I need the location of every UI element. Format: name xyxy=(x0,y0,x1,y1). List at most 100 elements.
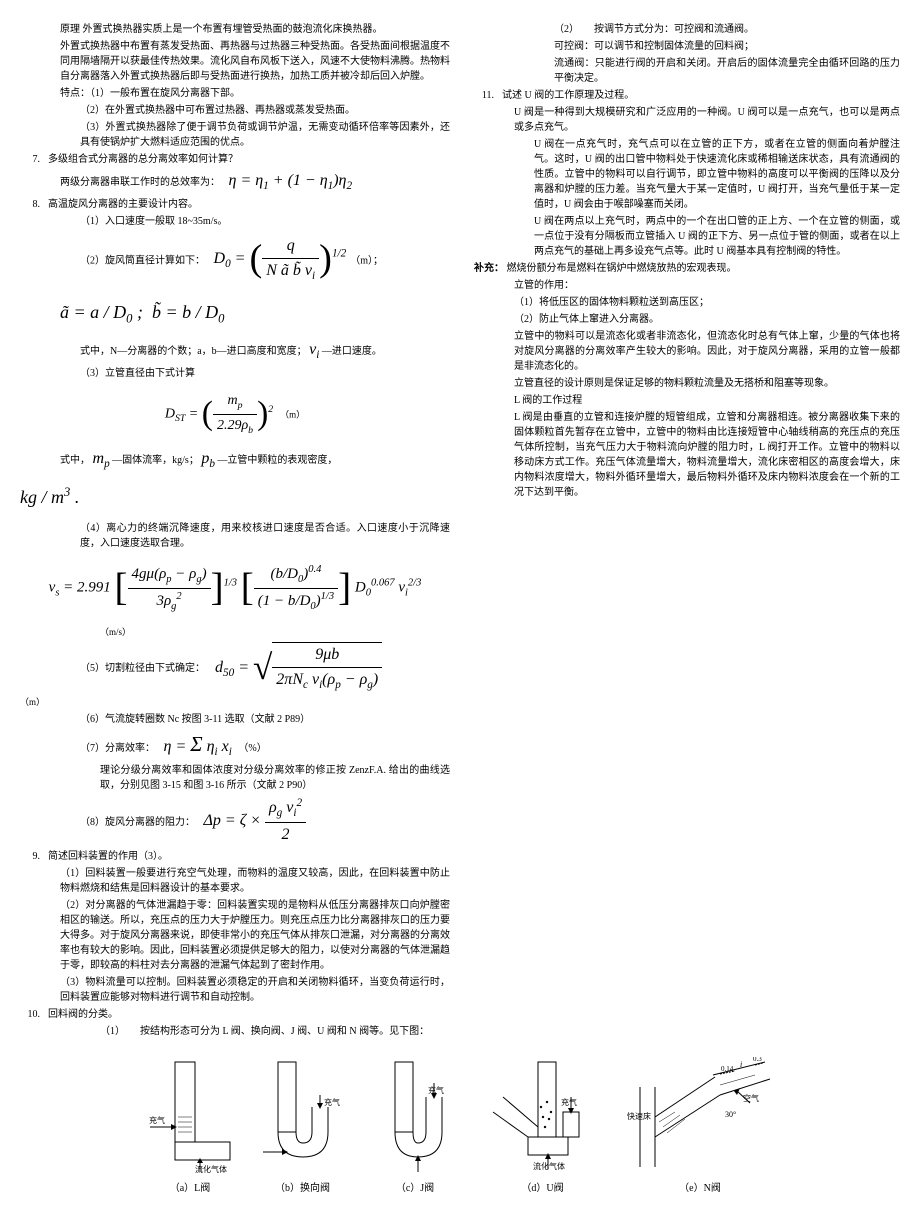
item-11: 11. 试述 U 阀的工作原理及过程。 xyxy=(474,88,900,103)
svg-text:充气: 充气 xyxy=(561,1097,577,1107)
label: 补充： xyxy=(474,263,504,274)
paragraph: U 阀在两点以上充气时，两点中的一个在出口管的正上方、一个在立管的侧面，或一点位… xyxy=(474,214,900,259)
paragraph: 原理 外置式换热器实质上是一个布置有埋管受热面的鼓泡流化床换热器。 xyxy=(20,22,450,37)
text: —进口速度。 xyxy=(322,346,382,357)
supplement: 补充： 燃烧份额分布是燃料在锅炉中燃烧放热的宏观表现。 xyxy=(474,261,900,276)
item-number: 11. xyxy=(474,88,494,103)
paragraph: （1） 按结构形态可分为 L 阀、换向阀、J 阀、U 阀和 N 阀等。见下图： xyxy=(20,1024,450,1039)
fig-c: 充气 （c）J阀 xyxy=(370,1057,460,1196)
paragraph: 流通阀：只能进行阀的开启和关闭。开启后的固体流量完全由循环回路的压力平衡决定。 xyxy=(474,56,900,86)
formula-vs: vs = 2.991 [ 4gμ(ρp − ρg) 3ρg2 ]1/3 [ (b… xyxy=(20,559,450,618)
valve-figures: 充气 流化气体 （a）L阀 充气 （b）换向阀 xyxy=(20,1057,900,1196)
paragraph: （4）离心力的终端沉降速度，用来校核进口速度是否合适。入口速度小于沉降速度，入口… xyxy=(20,521,450,551)
item-number: 7. xyxy=(20,152,40,167)
text: 两级分离器串联工作时的总效率为： xyxy=(60,177,220,188)
unit-text: （m） xyxy=(280,409,305,419)
text: 按结构形态可分为 L 阀、换向阀、J 阀、U 阀和 N 阀等。见下图： xyxy=(140,1026,429,1037)
formula-d50: d50 = √ 9μb 2πNc vi(ρp − ρg) xyxy=(215,659,382,676)
item-number: 10. xyxy=(20,1007,40,1022)
unit-text: （m）； xyxy=(350,255,383,266)
fig-b: 充气 （b）换向阀 xyxy=(258,1057,348,1196)
paragraph: 立管中的物料可以是流态化或者非流态化，但流态化时总有气体上窜，少量的气体也将对旋… xyxy=(474,329,900,374)
svg-text:0.14: 0.14 xyxy=(721,1065,734,1073)
text: 按调节方式分为：可控阀和流通阀。 xyxy=(594,24,754,35)
paragraph: （3）立管直径由下式计算 xyxy=(20,366,450,381)
formula-eta: η = η1 + (1 − η1)η2 xyxy=(223,172,353,189)
fig-caption: （d）U阀 xyxy=(483,1181,603,1196)
fig-e: 快速床 i 30° 空气 0.14 0.3 （e）N阀 xyxy=(625,1057,775,1196)
svg-text:0.3: 0.3 xyxy=(753,1057,762,1063)
paragraph: 立管直径的设计原则是保证足够的物料颗粒流量及无搭桥和阻塞等现象。 xyxy=(474,376,900,391)
symbol: mp xyxy=(93,450,110,467)
paragraph: 立管的作用： xyxy=(474,278,900,293)
fig-caption: （e）N阀 xyxy=(625,1181,775,1196)
reverse-valve-icon: 充气 xyxy=(258,1057,348,1177)
paragraph: 外置式换热器中布置有蒸发受热面、再热器与过热器三种受热面。各受热面间根据温度不同… xyxy=(20,39,450,84)
unit-text: （%） xyxy=(238,743,266,754)
text: 燃烧份额分布是燃料在锅炉中燃烧放热的宏观表现。 xyxy=(507,263,737,274)
paragraph: （1）入口速度一般取 18~35m/s。 xyxy=(20,214,450,229)
paragraph: 式中， mp —固体流率，kg/s； pb —立管中颗粒的表观密度， xyxy=(20,447,450,473)
paragraph: （2） 按调节方式分为：可控阀和流通阀。 xyxy=(474,22,900,37)
symbol: pb xyxy=(201,450,215,467)
paragraph: U 阀是一种得到大规模研究和广泛应用的一种阀。U 阀可以是一点充气，也可以是两点… xyxy=(474,105,900,135)
item-9: 9. 简述回料装置的作用（3）。 xyxy=(20,849,450,864)
formula-tilde: ã = a / D0 ; b̃ = b / D0 xyxy=(20,299,450,328)
text: —固体流率，kg/s； xyxy=(112,455,199,466)
svg-text:30°: 30° xyxy=(725,1110,736,1119)
paragraph: （2）防止气体上窜进入分离器。 xyxy=(474,312,900,327)
formula-dp: Δp = ζ × ρg vi2 2 xyxy=(198,812,307,829)
fig-a: 充气 流化气体 （a）L阀 xyxy=(145,1057,235,1196)
formula-eta-sum: η = Σ ηi xi xyxy=(158,738,236,755)
svg-text:充气: 充气 xyxy=(324,1097,340,1107)
fig-caption: （b）换向阀 xyxy=(258,1181,348,1196)
paragraph: 理论分级分离效率和固体浓度对分级分离效率的修正按 ZenzF.A. 给出的曲线选… xyxy=(20,763,450,793)
text: 式中，N—分离器的个数；a，b—进口高度和宽度； xyxy=(80,346,307,357)
n-valve-icon: 快速床 i 30° 空气 0.14 0.3 xyxy=(625,1057,775,1177)
unit-text: （m/s） xyxy=(20,626,450,640)
text: （2）旋风筒直径计算如下： xyxy=(80,255,205,266)
fig-caption: （a）L阀 xyxy=(145,1181,235,1196)
item-8: 8. 高温旋风分离器的主要设计内容。 xyxy=(20,197,450,212)
item-text: 高温旋风分离器的主要设计内容。 xyxy=(48,197,198,212)
text: （8）旋风分离器的阻力： xyxy=(80,817,195,828)
paragraph: （3）外置式换热器除了便于调节负荷或调节炉温，无需变动循环倍率等因素外，还具有使… xyxy=(20,120,450,150)
symbol: vi xyxy=(309,341,319,358)
svg-text:快速床: 快速床 xyxy=(627,1111,651,1121)
paragraph: 两级分离器串联工作时的总效率为： η = η1 + (1 − η1)η2 xyxy=(20,169,450,195)
item-number: 9. xyxy=(20,849,40,864)
item-text: 回料阀的分类。 xyxy=(48,1007,118,1022)
paragraph: （6）气流旋转圈数 Nc 按图 3-11 选取（文献 2 P89） xyxy=(20,712,450,727)
unit-text: （m） xyxy=(20,696,450,710)
formula-kgm3: kg / m3 . xyxy=(20,483,450,511)
item-number: 8. xyxy=(20,197,40,212)
svg-text:空气: 空气 xyxy=(743,1093,759,1103)
fig-caption: （c）J阀 xyxy=(370,1181,460,1196)
paragraph: （2）对分离器的气体泄漏趋于零：回料装置实现的是物料从低压分离器排灰口向炉膛密相… xyxy=(20,898,450,973)
item-text: 试述 U 阀的工作原理及过程。 xyxy=(502,88,634,103)
svg-text:i: i xyxy=(740,1060,742,1069)
paragraph: （2）旋风筒直径计算如下： D0 = ( q N ã b̃ vi )1/2 （m… xyxy=(20,231,450,289)
j-valve-icon: 充气 xyxy=(370,1057,460,1177)
paragraph: （7）分离效率： η = Σ ηi xi （%） xyxy=(20,729,450,761)
paragraph: L 阀是由垂直的立管和连接炉膛的短管组成，立管和分离器相连。被分离器收集下来的固… xyxy=(474,410,900,500)
fig-d: 充气 流化气体 （d）U阀 xyxy=(483,1057,603,1196)
paragraph: L 阀的工作过程 xyxy=(474,393,900,408)
paragraph: （2）在外置式换热器中可布置过热器、再热器或蒸发受热面。 xyxy=(20,103,450,118)
text: （5）切割粒径由下式确定： xyxy=(80,664,205,675)
l-valve-icon: 充气 流化气体 xyxy=(145,1057,235,1177)
item-7: 7. 多级组合式分离器的总分离效率如何计算？ xyxy=(20,152,450,167)
right-column: （2） 按调节方式分为：可控阀和流通阀。 可控阀：可以调节和控制固体流量的回料阀… xyxy=(474,20,900,1041)
item-text: 简述回料装置的作用（3）。 xyxy=(48,849,168,864)
two-column-layout: 原理 外置式换热器实质上是一个布置有埋管受热面的鼓泡流化床换热器。 外置式换热器… xyxy=(20,20,900,1041)
text: 式中， xyxy=(60,455,90,466)
item-10: 10. 回料阀的分类。 xyxy=(20,1007,450,1022)
svg-text:流化气体: 流化气体 xyxy=(533,1161,565,1171)
formula-DST: DST = ( mp 2.29ρb )2 （m） xyxy=(20,389,450,439)
paragraph: （5）切割粒径由下式确定： d50 = √ 9μb 2πNc vi(ρp − ρ… xyxy=(20,641,450,694)
paragraph: （1）回料装置一般要进行充空气处理，而物料的温度又较高，因此，在回料装置中防止物… xyxy=(20,866,450,896)
paragraph: （8）旋风分离器的阻力： Δp = ζ × ρg vi2 2 xyxy=(20,795,450,847)
paragraph: （1）将低压区的固体物料颗粒送到高压区； xyxy=(474,295,900,310)
paragraph: （3）物料流量可以控制。回料装置必须稳定的开启和关闭物料循环，当变负荷运行时，回… xyxy=(20,975,450,1005)
text: —立管中颗粒的表观密度， xyxy=(217,455,337,466)
